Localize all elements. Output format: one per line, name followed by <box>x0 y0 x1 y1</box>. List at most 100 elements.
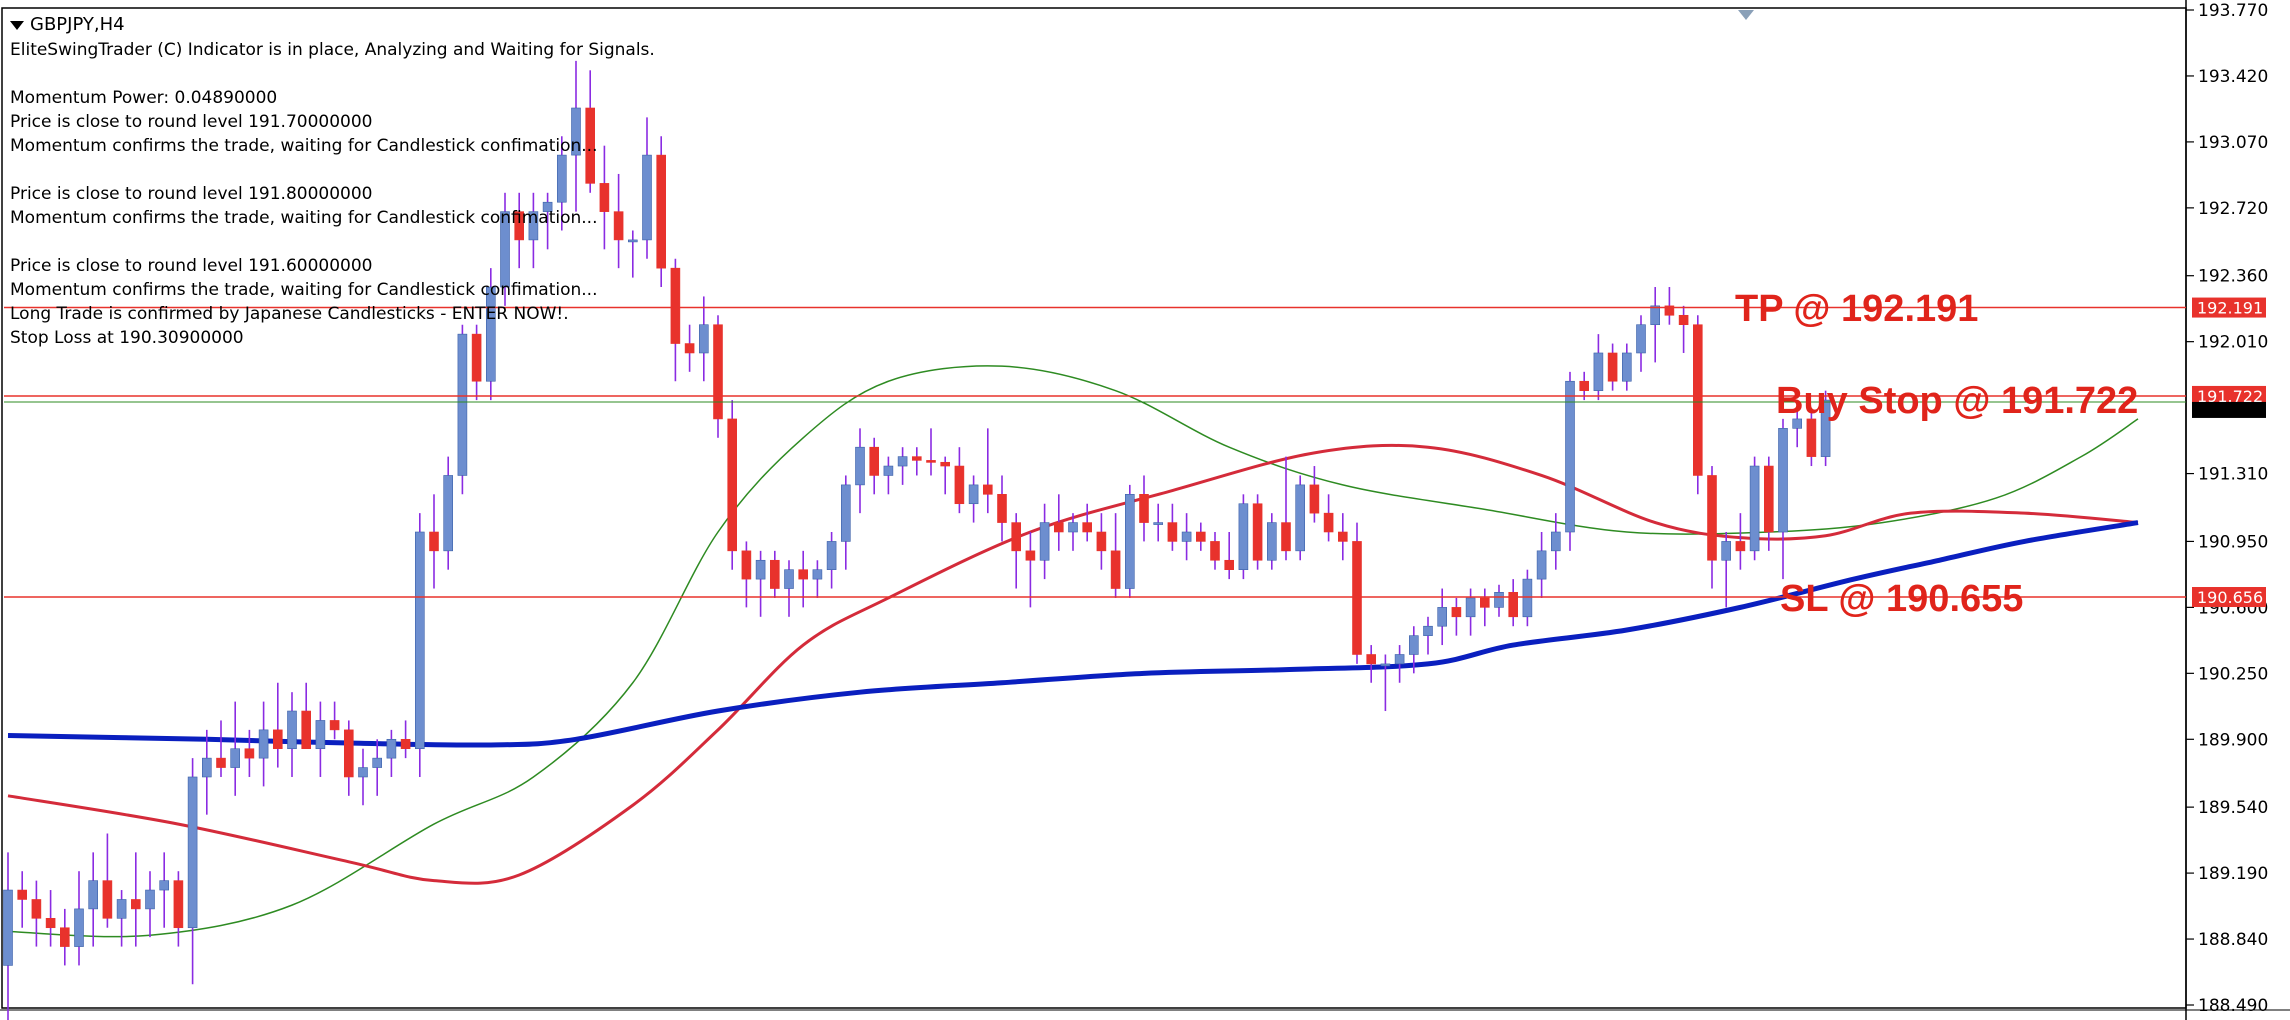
bear-candle <box>429 531 439 552</box>
sl-price-tag-text: 190.656 <box>2197 588 2263 607</box>
bear-candle <box>684 343 695 354</box>
bull-candle <box>755 559 766 580</box>
bull-candle <box>500 211 510 288</box>
bear-candle <box>1309 484 1320 514</box>
bull-candle <box>1650 305 1660 326</box>
sl-label: SL @ 190.655 <box>1780 578 2024 620</box>
bull-candle <box>1153 522 1163 525</box>
bull-candle <box>542 201 553 212</box>
bear-candle <box>1707 475 1717 561</box>
bull-candle <box>1494 592 1504 608</box>
bear-candle <box>1210 541 1220 561</box>
bear-candle <box>599 183 610 212</box>
bull-candle <box>1622 352 1632 382</box>
bull-candle <box>230 748 240 768</box>
shift-marker-icon <box>1738 10 1754 20</box>
symbol-text: GBPJPY,H4 <box>30 14 125 35</box>
bull-candle <box>556 154 567 203</box>
bull-candle <box>1068 522 1078 533</box>
bear-candle <box>1323 512 1334 533</box>
bull-candle <box>145 889 155 910</box>
bull-candle <box>457 333 468 476</box>
indicator-message: Price is close to round level 191.700000… <box>10 112 373 132</box>
bear-candle <box>400 738 411 750</box>
bull-candle <box>414 531 425 750</box>
bear-candle <box>244 748 255 759</box>
bear-candle <box>1011 522 1022 552</box>
bear-candle <box>1352 541 1362 655</box>
bull-candle <box>812 569 823 580</box>
bear-candle <box>1693 324 1703 476</box>
bear-candle <box>741 550 752 580</box>
bear-candle <box>1338 531 1348 542</box>
bull-candle <box>1394 654 1405 665</box>
indicator-message: Long Trade is confirmed by Japanese Cand… <box>10 304 569 324</box>
bull-candle <box>1593 352 1604 391</box>
bear-candle <box>1607 352 1618 382</box>
bear-candle <box>1082 522 1092 533</box>
bull-candle <box>443 475 454 552</box>
y-tick-label: 189.900 <box>2198 730 2268 750</box>
bull-candle <box>88 880 98 910</box>
bear-candle <box>1224 559 1234 570</box>
bull-candle <box>1792 418 1802 429</box>
bull-candle <box>1409 635 1419 655</box>
bear-candle <box>102 880 113 919</box>
ma-line-ma-fast <box>7 365 2139 938</box>
y-tick-label: 189.540 <box>2198 798 2268 818</box>
bull-candle <box>358 767 368 778</box>
bear-candle <box>343 729 354 778</box>
bull-candle <box>1636 324 1646 354</box>
bear-candle <box>727 418 738 552</box>
ma-line-ma-slow <box>7 520 2139 748</box>
bull-candle <box>784 569 794 589</box>
bull-candle <box>1565 380 1575 533</box>
bull-candle <box>372 757 383 768</box>
bear-candle <box>954 465 965 505</box>
bull-candle <box>315 720 326 750</box>
bear-candle <box>1451 607 1462 618</box>
bear-candle <box>670 267 681 344</box>
chevron-down-icon[interactable] <box>10 20 24 30</box>
bear-candle <box>982 484 993 495</box>
bull-candle <box>1039 522 1050 561</box>
y-tick-label: 188.840 <box>2198 930 2268 950</box>
bull-candle <box>855 446 865 486</box>
sl-price-tag <box>2192 587 2266 608</box>
trade-levels <box>4 306 2186 598</box>
bear-candle <box>940 461 951 467</box>
bull-candle <box>1778 428 1788 533</box>
bull-candle <box>1423 625 1433 636</box>
bull-candle <box>1295 484 1305 552</box>
bull-candle <box>116 899 127 919</box>
bear-candle <box>869 446 880 476</box>
bull-candle <box>187 776 198 929</box>
price-axis: 193.770 193.420 193.070 192.720 192.360 192.0… <box>2186 1 2268 1016</box>
bear-candle <box>216 757 226 768</box>
bull-candle <box>571 107 581 156</box>
indicator-message: Momentum Power: 0.04890000 <box>10 88 278 108</box>
moving-averages <box>7 365 2139 938</box>
indicator-message: EliteSwingTrader (C) Indicator is in pla… <box>10 40 655 60</box>
bear-candle <box>1025 550 1036 561</box>
bull-candle <box>642 154 652 241</box>
bull-candle <box>1465 597 1476 618</box>
bear-candle <box>1054 522 1064 533</box>
candles <box>3 60 1831 1020</box>
bull-candle <box>1749 465 1760 552</box>
bull-candle <box>1437 607 1447 627</box>
y-tick-label: 191.310 <box>2198 465 2268 485</box>
indicator-message: Price is close to round level 191.800000… <box>10 184 373 204</box>
bear-candle <box>471 333 482 382</box>
symbol-label[interactable]: GBPJPY,H4 <box>10 14 125 35</box>
bull-candle <box>968 484 979 505</box>
bull-candle <box>1181 531 1192 542</box>
bear-candle <box>997 494 1007 523</box>
bull-candle <box>159 880 169 891</box>
bull-candle <box>1267 522 1277 561</box>
y-tick-label: 190.950 <box>2198 532 2268 552</box>
y-tick-label: 192.360 <box>2198 267 2268 287</box>
bear-candle <box>798 569 809 580</box>
